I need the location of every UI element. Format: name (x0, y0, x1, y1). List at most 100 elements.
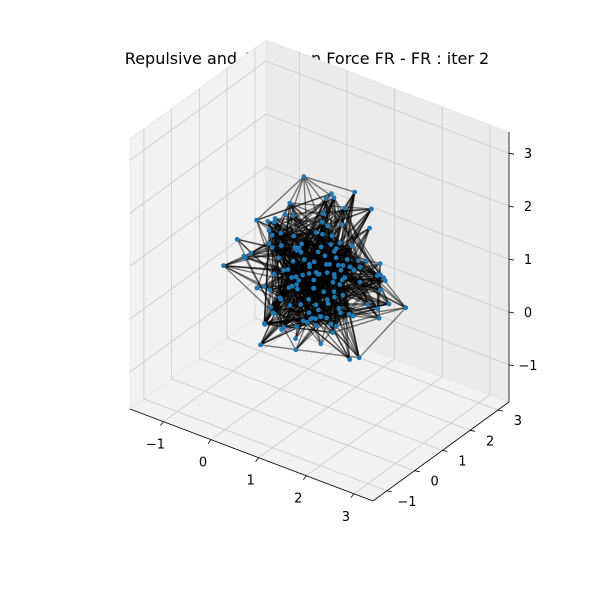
graph-node (357, 264, 363, 270)
graph-node (287, 200, 293, 206)
graph-node (314, 323, 319, 328)
graph-node (298, 249, 304, 255)
graph-node (325, 301, 331, 306)
graph-node (258, 342, 263, 348)
graph-node (311, 259, 317, 265)
graph-node (318, 244, 324, 250)
graph-node (377, 287, 383, 293)
graph-node (342, 275, 348, 281)
z-tick-label: 0 (524, 306, 532, 321)
z-tick-label: 3 (524, 147, 532, 162)
graph-edge (278, 197, 335, 259)
graph-node (323, 196, 329, 202)
graph-node (325, 223, 330, 229)
graph-node (300, 272, 306, 278)
graph-node (269, 245, 275, 251)
graph-node (266, 228, 272, 233)
graph-node (329, 191, 334, 197)
grid-line-z (129, 219, 267, 320)
grid-line-z (265, 113, 510, 207)
graph-node (335, 262, 341, 268)
graph-edge (250, 242, 270, 254)
graph-edge (293, 208, 372, 237)
graph-node (386, 301, 392, 307)
graph-node (293, 274, 299, 280)
graph-node (332, 294, 337, 300)
graph-edge (308, 298, 340, 309)
grid-line-y (254, 317, 499, 411)
x-tick-label: 1 (246, 474, 254, 489)
graph-node (313, 302, 319, 308)
graph-node (403, 305, 409, 311)
graph-node (268, 304, 274, 310)
graph-node (261, 284, 267, 289)
graph-node (289, 275, 295, 280)
graph-node (338, 310, 343, 316)
y-tick-mark (414, 470, 420, 473)
z-tick-mark (508, 364, 515, 367)
grid-line-x (306, 376, 443, 477)
graph-node (320, 231, 325, 237)
graph-node (327, 261, 332, 267)
y-tick-label: −1 (397, 495, 416, 510)
graph-node (254, 217, 259, 223)
graph-node (332, 274, 337, 280)
graph-node (339, 222, 345, 228)
graph-node (319, 219, 325, 225)
x-tick-mark (160, 421, 164, 426)
graph-edge (332, 274, 381, 334)
graph-edge (315, 325, 322, 344)
axis-lines (129, 132, 510, 502)
graph-node (307, 264, 312, 270)
grid-line-y (143, 398, 388, 492)
graph-node (318, 341, 324, 347)
graph-node (331, 195, 337, 201)
graph-edge (260, 344, 360, 359)
graph-node (234, 236, 240, 242)
graph-node (291, 233, 297, 239)
z-tick-label: 2 (524, 200, 532, 215)
graph-node (365, 302, 370, 307)
graph-edge (344, 207, 390, 305)
graph-node (290, 258, 296, 264)
graph-node (322, 253, 328, 259)
graph-node (329, 233, 335, 239)
graph-edge (358, 307, 407, 359)
graph-node (301, 257, 307, 262)
grid-line-y (226, 337, 471, 431)
graph-node (285, 267, 291, 272)
y-tick-mark (442, 450, 448, 452)
graph-node (337, 240, 343, 246)
graph-node (281, 267, 286, 273)
graph-node (313, 316, 318, 321)
grid-line-x (163, 322, 300, 422)
graph-node (294, 282, 299, 287)
graph-node (367, 225, 372, 231)
y-tick-mark (470, 429, 476, 432)
graph-node (294, 324, 299, 329)
graph-edge (284, 213, 385, 279)
x-tick-label: 3 (342, 510, 350, 525)
graph-node (337, 282, 343, 287)
graph-edge (339, 242, 407, 309)
x-tick-mark (207, 439, 212, 444)
graph-node (328, 321, 334, 327)
graph-node (278, 296, 284, 302)
graph-node (331, 249, 337, 255)
graph-node (351, 267, 357, 273)
x-tick-mark (350, 493, 355, 499)
grid-line-x (258, 358, 395, 459)
graph-edge (333, 208, 373, 278)
z-tick-label: −1 (518, 359, 537, 374)
graph-node (295, 286, 300, 292)
graph-edge (263, 230, 270, 324)
graph-node (350, 313, 356, 319)
graph-node (293, 347, 299, 353)
graph-node (340, 292, 346, 298)
graph-node (301, 174, 307, 180)
graph-node (344, 257, 350, 262)
graph-node (357, 279, 363, 285)
graph-edge (260, 307, 340, 346)
graph-node (346, 311, 352, 317)
graph-node (262, 322, 268, 327)
